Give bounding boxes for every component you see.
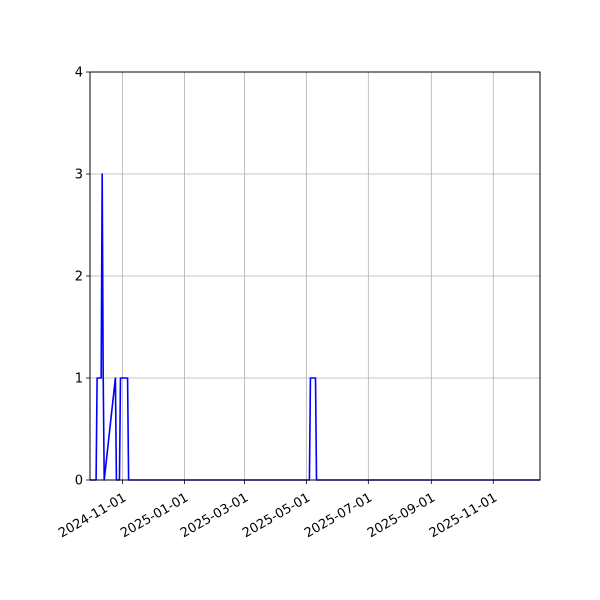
y-axis: 0 1 2 3 4 bbox=[75, 66, 90, 489]
grid bbox=[90, 71, 540, 481]
x-tick-label: 2025-11-01 bbox=[427, 490, 500, 541]
series-layer bbox=[90, 173, 540, 481]
x-tick-label: 2025-05-01 bbox=[240, 490, 313, 541]
y-tick-label: 2 bbox=[75, 270, 83, 285]
y-tick-label: 0 bbox=[75, 474, 83, 489]
series-line bbox=[90, 173, 540, 481]
x-tick-label: 2025-03-01 bbox=[178, 490, 251, 541]
x-tick-label: 2025-07-01 bbox=[302, 490, 375, 541]
y-tick-label: 4 bbox=[75, 66, 83, 81]
x-tick-label: 2025-09-01 bbox=[365, 490, 438, 541]
x-axis: 2024-11-012025-01-012025-03-012025-05-01… bbox=[56, 480, 500, 541]
x-tick-label: 2024-11-01 bbox=[56, 490, 129, 541]
y-tick-label: 3 bbox=[75, 168, 83, 183]
y-tick-label: 1 bbox=[75, 372, 83, 387]
